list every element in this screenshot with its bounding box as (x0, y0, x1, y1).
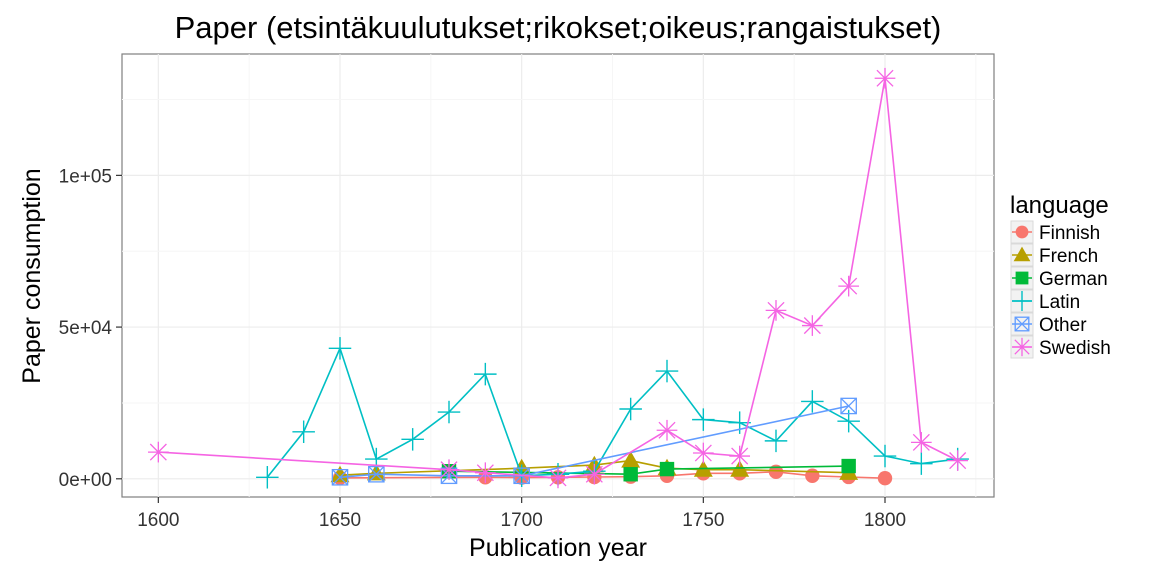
data-point-swedish (838, 275, 860, 297)
x-tick-label: 1700 (501, 510, 543, 531)
data-point-german (623, 467, 638, 482)
data-point-other (840, 397, 857, 415)
data-point-latin (328, 337, 352, 360)
series-latin (256, 337, 969, 489)
data-point-latin (801, 390, 824, 413)
legend-key-swedish (1012, 337, 1032, 357)
legend-item-french: French (1010, 243, 1098, 267)
x-tick-label: 1650 (319, 510, 361, 531)
series-layer (147, 67, 969, 489)
data-point-german (841, 458, 856, 474)
legend-title: language (1010, 192, 1109, 219)
legend-label-swedish: Swedish (1039, 338, 1111, 359)
legend-label-french: French (1039, 246, 1098, 267)
data-point-swedish (656, 419, 678, 441)
legend: language FinnishFrenchGermanLatinOtherSw… (1010, 192, 1111, 359)
data-point-swedish (765, 300, 787, 321)
legend-key-other (1014, 316, 1030, 332)
x-tick-label: 1750 (682, 510, 724, 531)
y-tick-label: 0e+00 (59, 470, 112, 491)
legend-key-finnish (1015, 225, 1029, 239)
data-point-swedish (874, 67, 896, 89)
data-point-german (659, 461, 675, 477)
legend-key-latin (1012, 291, 1032, 311)
legend-item-german: German (1010, 266, 1108, 290)
data-point-french (621, 451, 641, 468)
data-point-latin (437, 400, 461, 424)
data-point-swedish (547, 467, 569, 489)
data-point-other (331, 468, 349, 486)
chart-title: Paper (etsintäkuulutukset;rikokset;oikeu… (175, 10, 942, 45)
series-swedish (147, 67, 969, 489)
data-point-latin (692, 408, 715, 431)
data-point-latin (873, 444, 897, 468)
data-point-latin (655, 359, 679, 383)
data-point-french (330, 465, 350, 483)
data-point-swedish (438, 459, 460, 481)
data-point-swedish (474, 462, 496, 484)
y-tick-label: 5e+04 (59, 318, 113, 339)
legend-item-other: Other (1010, 312, 1087, 336)
data-point-latin (292, 420, 315, 444)
data-point-other (368, 465, 385, 483)
y-axis-title: Paper consumption (18, 168, 46, 383)
data-point-swedish (910, 432, 932, 453)
data-point-finnish (768, 464, 784, 480)
legend-item-finnish: Finnish (1010, 220, 1100, 244)
data-point-swedish (801, 315, 823, 336)
legend-label-finnish: Finnish (1039, 223, 1100, 244)
series-line-swedish (158, 78, 959, 479)
data-point-swedish (692, 442, 714, 464)
x-tick-label: 1600 (137, 510, 179, 531)
legend-item-latin: Latin (1010, 289, 1080, 313)
y-axis: 0e+00 5e+04 1e+05 (59, 166, 122, 491)
legend-label-other: Other (1039, 315, 1087, 336)
data-point-latin (728, 411, 751, 434)
legend-label-german: German (1039, 269, 1108, 290)
data-point-swedish (147, 441, 169, 463)
data-point-finnish (805, 468, 820, 483)
data-point-latin (910, 452, 933, 475)
data-point-swedish (583, 463, 605, 485)
data-point-latin (764, 429, 788, 453)
data-point-finnish (877, 470, 893, 486)
legend-key-german (1015, 271, 1029, 285)
series-line-latin (266, 346, 958, 478)
legend-item-swedish: Swedish (1010, 335, 1111, 359)
data-point-swedish (729, 445, 751, 467)
data-point-french (366, 463, 386, 481)
legend-key-french (1013, 246, 1031, 262)
plot-panel (121, 53, 995, 498)
legend-label-latin: Latin (1039, 292, 1080, 313)
data-point-latin (619, 397, 642, 421)
x-axis-title: Publication year (469, 534, 647, 562)
data-point-latin (474, 362, 497, 386)
data-point-latin (256, 466, 279, 489)
x-axis: 1600 1650 1700 1750 1800 (137, 497, 906, 531)
x-tick-label: 1800 (864, 510, 906, 531)
data-point-swedish (947, 450, 969, 471)
y-tick-label: 1e+05 (59, 166, 112, 187)
data-point-latin (401, 428, 424, 451)
